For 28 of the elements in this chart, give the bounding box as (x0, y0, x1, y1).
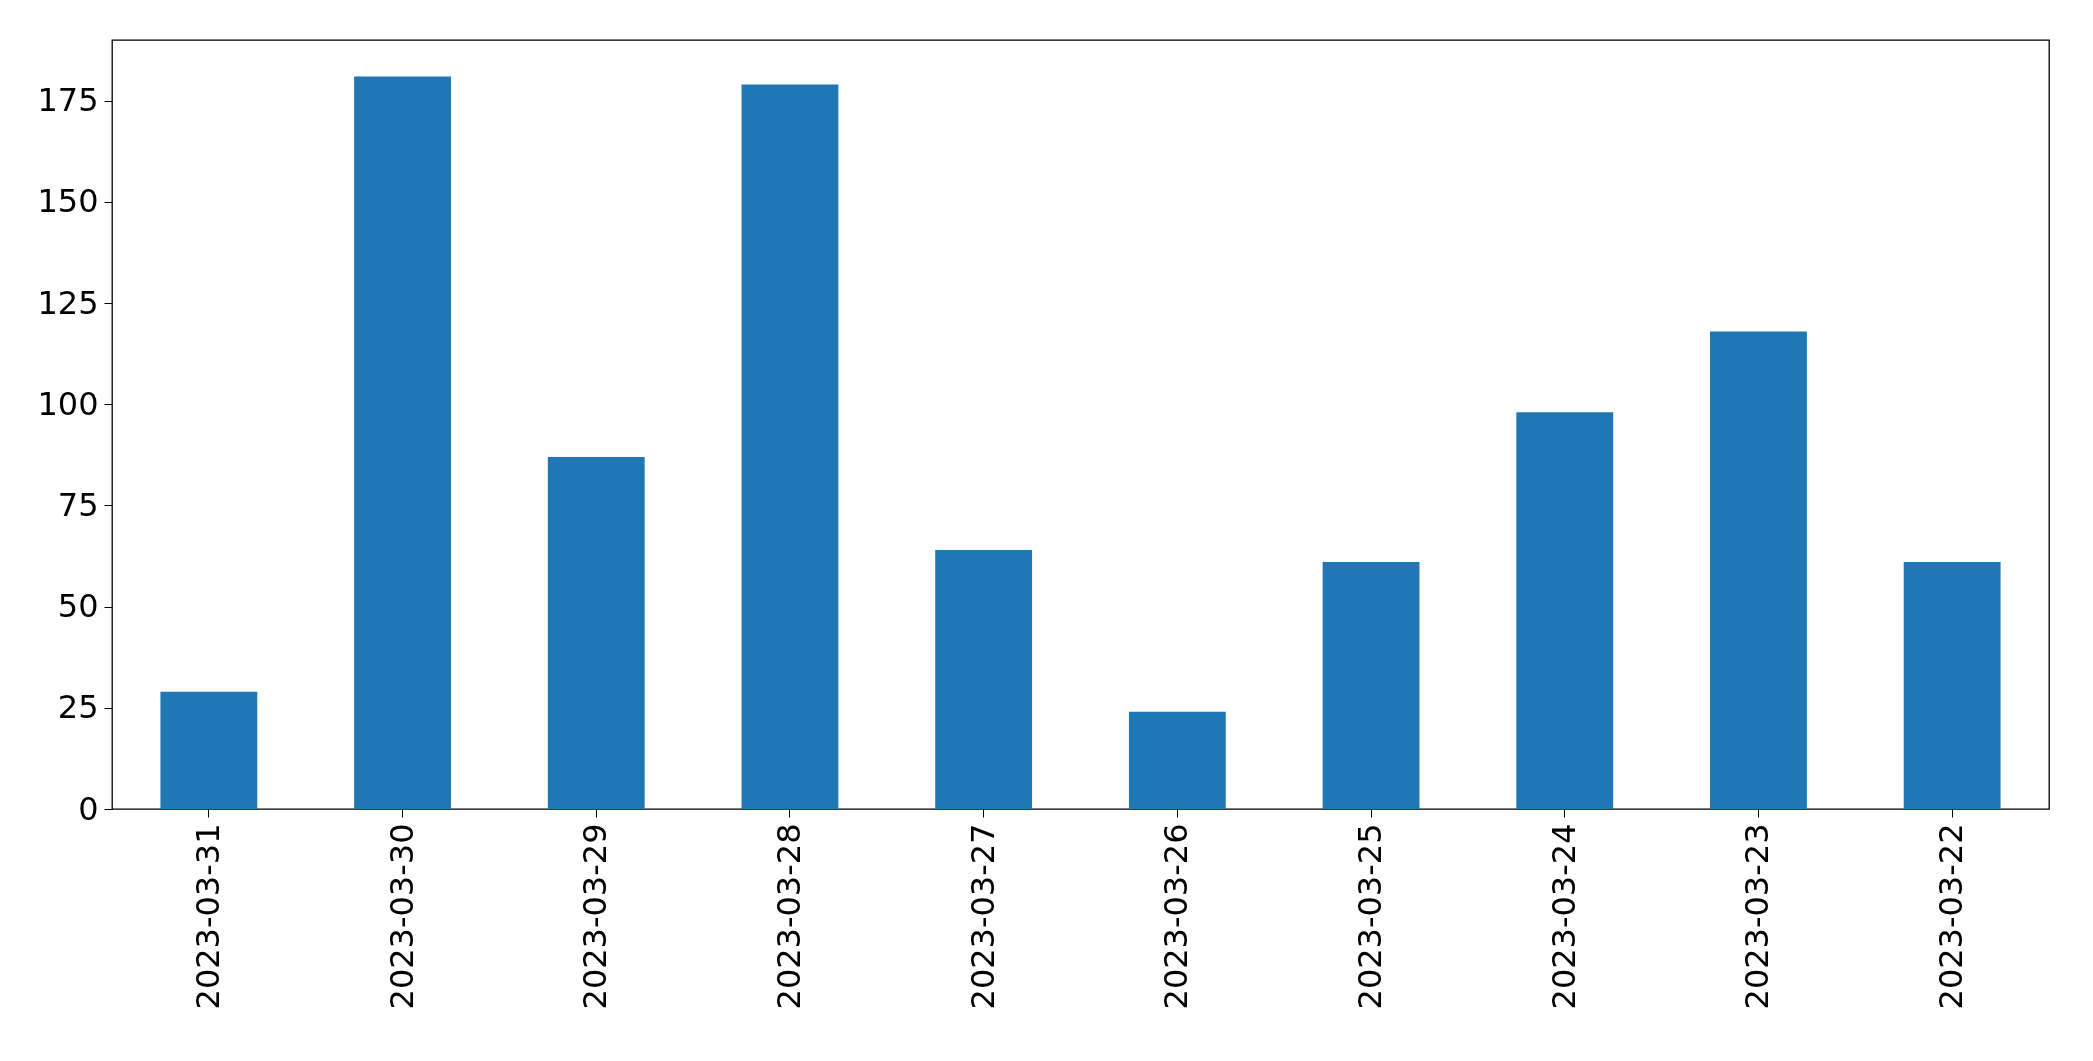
bar (1322, 562, 1420, 809)
y-tick-label: 75 (57, 485, 99, 524)
y-tick-label: 25 (57, 688, 99, 727)
bar (741, 84, 839, 809)
y-tick-label: 175 (37, 81, 99, 120)
x-tick-label: 2023-03-25 (1351, 823, 1390, 1010)
bar (935, 549, 1033, 809)
bar (354, 76, 451, 809)
bar (1516, 412, 1614, 809)
bar (547, 456, 645, 809)
x-tick-label: 2023-03-27 (963, 823, 1002, 1010)
x-tick-label: 2023-03-28 (769, 823, 808, 1010)
bar (1710, 331, 1807, 809)
y-tick-label: 150 (37, 182, 99, 221)
bar (1903, 562, 2001, 809)
x-tick-label: 2023-03-24 (1544, 823, 1583, 1010)
y-tick-label: 50 (57, 587, 99, 626)
x-tick-label: 2023-03-31 (188, 823, 227, 1010)
bar (160, 691, 258, 809)
y-tick-label: 0 (78, 789, 99, 828)
y-tick-label: 125 (37, 283, 99, 322)
bar (1128, 711, 1226, 809)
x-tick-label: 2023-03-22 (1932, 823, 1971, 1010)
y-tick-label: 100 (37, 384, 99, 423)
x-tick-label: 2023-03-30 (382, 823, 421, 1010)
x-tick-label: 2023-03-29 (576, 823, 615, 1010)
x-tick-label: 2023-03-23 (1738, 823, 1777, 1010)
x-tick-label: 2023-03-26 (1157, 823, 1196, 1010)
